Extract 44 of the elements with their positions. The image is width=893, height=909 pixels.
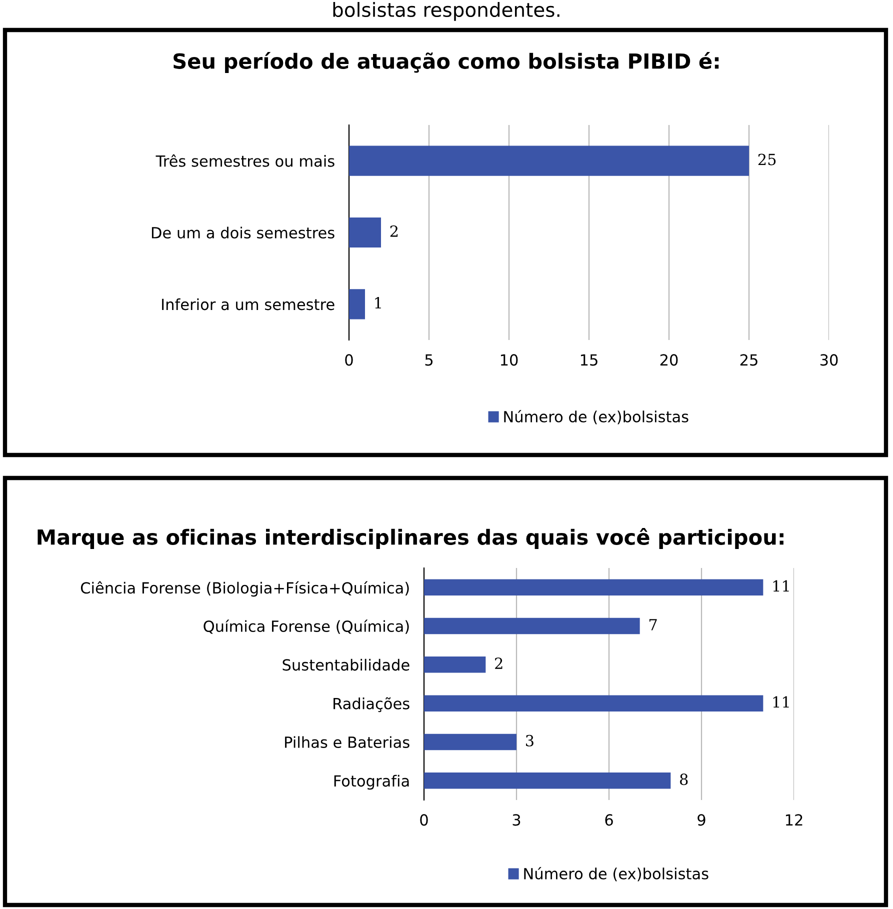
- x-tick-label: 0: [345, 354, 353, 366]
- x-tick-label: 6: [605, 814, 613, 826]
- bar: [349, 289, 365, 320]
- y-tick-label: Pilhas e Baterias: [285, 736, 410, 748]
- data-label: 3: [526, 734, 534, 746]
- data-label: 8: [680, 774, 688, 786]
- data-label: 2: [390, 225, 398, 237]
- text: bolsistas respondentes.: [333, 2, 560, 21]
- y-tick-label: Sustentabilidade: [282, 658, 410, 671]
- bar: [349, 217, 381, 248]
- y-tick-label: Radiações: [334, 697, 410, 712]
- x-tick-label: 20: [660, 354, 678, 366]
- bar: [424, 618, 640, 634]
- x-tick-label: 30: [820, 354, 838, 366]
- data-label: 2: [495, 658, 502, 669]
- legend-label: Número de (ex)bolsistas: [524, 866, 708, 882]
- x-tick-label: 3: [512, 814, 520, 826]
- y-tick-label: Inferior a um semestre: [162, 298, 334, 310]
- x-tick-label: 25: [740, 354, 758, 366]
- data-label: 25: [758, 154, 776, 166]
- data-label: 11: [773, 696, 789, 708]
- x-tick-label: 15: [580, 354, 598, 366]
- chart-title: Seu período de atuação como bolsista PIBID é:: [174, 52, 719, 73]
- x-tick-label: 9: [698, 814, 706, 826]
- y-tick-label: Ciência Forense (Biologia+Física+Química): [80, 581, 409, 597]
- bar: [424, 579, 764, 596]
- x-tick-label: 10: [500, 354, 518, 366]
- y-tick-label: De um a dois semestres: [152, 226, 334, 239]
- x-tick-label: 5: [425, 354, 433, 366]
- x-tick-label: 12: [786, 814, 802, 826]
- y-tick-label: Química Forense (Química): [204, 620, 409, 634]
- bar: [424, 656, 486, 673]
- legend-label: Número de (ex)bolsistas: [504, 410, 688, 424]
- y-tick-label: Fotografia: [334, 774, 409, 790]
- data-label: 11: [773, 580, 789, 592]
- x-tick-label: 0: [420, 814, 428, 826]
- bar: [424, 695, 764, 712]
- bar: [424, 734, 516, 750]
- bar: [424, 772, 671, 789]
- data-label: 1: [375, 297, 381, 308]
- y-tick-label: Três semestres ou mais: [156, 154, 334, 167]
- bar: [349, 146, 749, 176]
- chart-title: Marque as oficinas interdisciplinares das quais você participou:: [38, 528, 784, 549]
- data-label: 7: [649, 619, 657, 630]
